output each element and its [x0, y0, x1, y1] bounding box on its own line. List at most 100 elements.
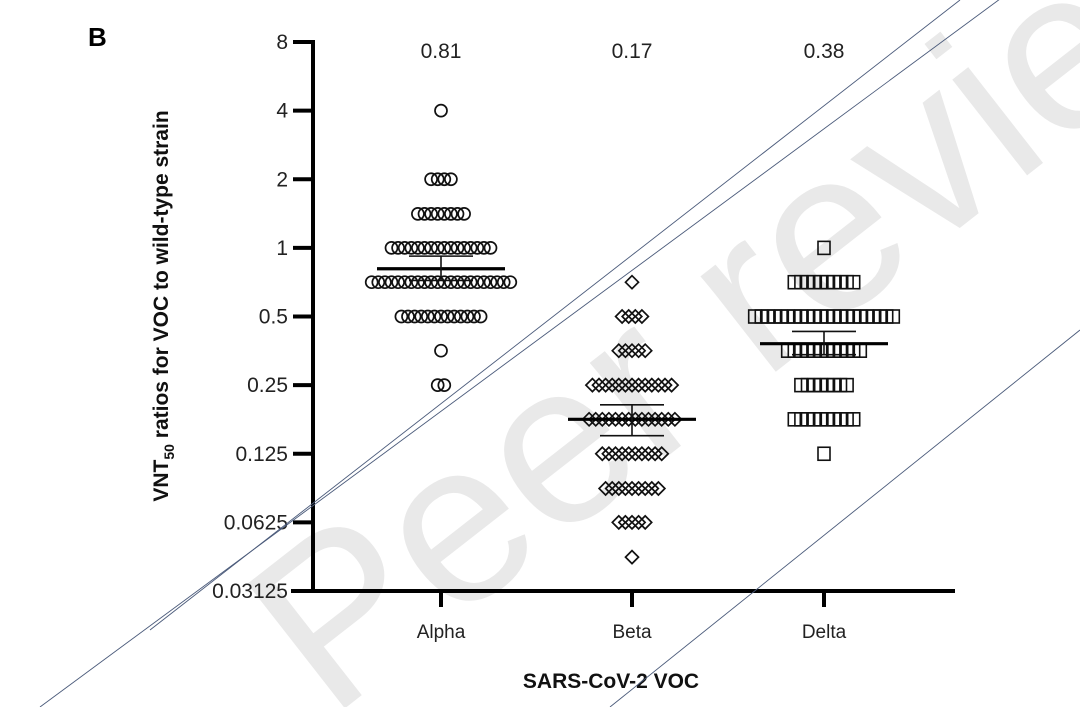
data-point-beta [611, 377, 627, 393]
data-point-beta [627, 411, 644, 428]
data-point-alpha [447, 309, 462, 324]
data-point-alpha [460, 309, 475, 324]
data-point-alpha [477, 275, 491, 290]
data-point-beta [587, 411, 604, 428]
data-point-alpha [437, 275, 452, 290]
data-point-beta [591, 377, 607, 393]
data-point-alpha [470, 241, 485, 255]
data-point-alpha [463, 241, 478, 255]
x-tick-label-beta: Beta [612, 622, 652, 643]
data-point-alpha [457, 207, 471, 221]
data-point-alpha [394, 309, 409, 324]
data-point-alpha [411, 207, 425, 221]
data-point-beta [653, 446, 670, 462]
data-point-alpha [414, 309, 429, 324]
data-point-alpha [477, 241, 491, 255]
data-point-alpha [434, 103, 448, 118]
data-point-beta [637, 480, 653, 497]
error-bars [377, 255, 888, 437]
data-point-alpha [424, 241, 438, 255]
data-point-alpha [384, 241, 399, 255]
data-point-delta [886, 309, 901, 324]
data-point-alpha [457, 275, 471, 290]
y-tick-label: 2 [276, 168, 288, 191]
data-point-alpha [444, 275, 458, 290]
data-point-beta [624, 342, 640, 359]
data-point-beta [630, 377, 647, 393]
data-point-beta [617, 342, 634, 359]
data-point-alpha [463, 275, 478, 290]
data-point-alpha [371, 275, 386, 290]
data-point-alpha [470, 275, 485, 290]
data-point-beta [634, 446, 650, 462]
data-point-alpha [453, 309, 468, 324]
data-point-alpha [430, 378, 445, 392]
data-point-beta [650, 480, 667, 497]
data-point-alpha [407, 309, 422, 324]
data-point-alpha [378, 275, 392, 290]
data-point-beta [627, 308, 644, 325]
data-point-alpha [417, 241, 432, 255]
panel-letter: B [88, 22, 107, 52]
data-point-beta [630, 342, 647, 359]
x-axis-title: SARS-CoV-2 VOC [523, 670, 699, 693]
y-axis-title-subscript: 50 [161, 444, 177, 460]
data-point-beta [611, 342, 627, 359]
data-point-beta [617, 480, 634, 497]
data-point-alpha [404, 241, 419, 255]
data-point-alpha [473, 309, 488, 324]
mean-label-beta: 0.17 [612, 40, 653, 63]
data-point-alpha [364, 275, 379, 290]
data-point-beta [614, 308, 630, 325]
data-point-alpha [483, 275, 498, 290]
data-point-alpha [490, 275, 504, 290]
data-point-alpha [444, 207, 458, 221]
data-point-beta [624, 377, 640, 393]
data-point-beta [624, 514, 640, 531]
data-point-beta [617, 514, 634, 531]
data-point-beta [611, 514, 627, 531]
data-point-beta [640, 446, 657, 462]
data-point-beta [584, 377, 601, 393]
data-point-beta [604, 480, 620, 497]
data-point-alpha [397, 275, 412, 290]
data-point-beta [627, 446, 644, 462]
data-point-alpha [411, 241, 425, 255]
y-tick-label: 8 [276, 31, 288, 54]
overlay-line [149, 0, 961, 631]
data-point-beta [640, 411, 657, 428]
data-point-beta [620, 446, 637, 462]
data-point-alpha [450, 207, 465, 221]
data-point-beta [624, 549, 640, 565]
y-tick-label: 0.25 [247, 374, 288, 397]
data-point-alpha [384, 275, 399, 290]
data-point-alpha [424, 275, 438, 290]
data-point-alpha [391, 275, 405, 290]
data-point-beta [597, 480, 614, 497]
data-point-alpha [437, 241, 452, 255]
data-point-alpha [437, 378, 452, 392]
data-point-beta [667, 411, 683, 428]
data-point-beta [657, 377, 673, 393]
data-point-beta [581, 411, 597, 428]
data-point-beta [663, 377, 680, 393]
data-point-alpha [430, 172, 445, 187]
data-point-alpha [434, 343, 448, 358]
data-point-beta [601, 446, 617, 462]
y-tick-label: 0.0625 [224, 511, 288, 534]
data-point-beta [607, 411, 624, 428]
data-point-beta [601, 411, 617, 428]
mean-labels: 0.81 0.17 0.38 [421, 40, 845, 63]
overlay-lines [39, 0, 1080, 707]
data-point-delta [817, 446, 831, 462]
data-point-beta [624, 274, 640, 290]
data-point-alpha [420, 309, 435, 324]
data-point-alpha [411, 275, 425, 290]
data-point-alpha [397, 241, 412, 255]
data-point-beta [644, 480, 660, 497]
data-point-alpha [467, 309, 481, 324]
data-point-alpha [450, 241, 465, 255]
data-point-alpha [457, 241, 471, 255]
data-point-beta [617, 377, 634, 393]
y-axis-title-main: VNT [150, 459, 173, 501]
